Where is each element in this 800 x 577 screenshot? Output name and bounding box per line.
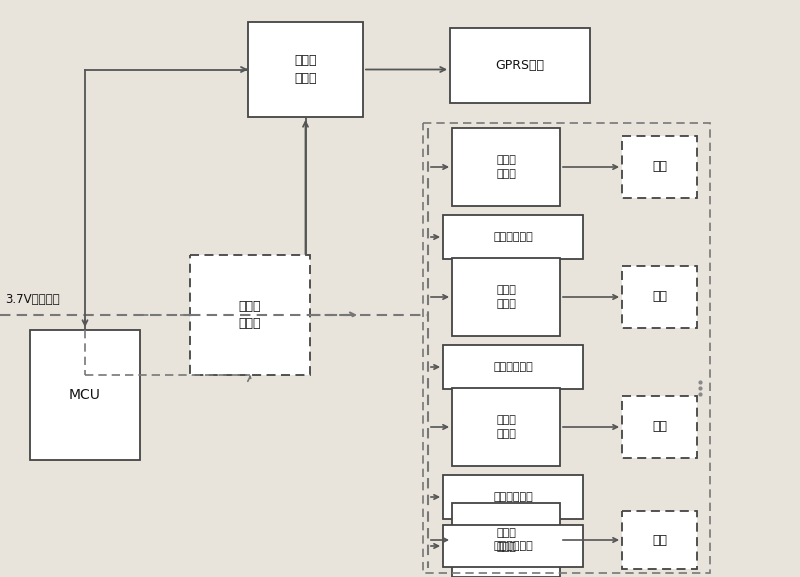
- Bar: [190, 255, 310, 375]
- Text: GPRS模块: GPRS模块: [495, 59, 545, 72]
- Text: 负载: 负载: [652, 534, 667, 546]
- Text: 隔离供电模块: 隔离供电模块: [493, 492, 533, 502]
- Bar: [443, 345, 583, 389]
- Text: 负载: 负载: [652, 421, 667, 433]
- Bar: [443, 475, 583, 519]
- Text: 第二稳
压电路: 第二稳 压电路: [496, 155, 516, 179]
- Text: 第二稳
压电路: 第二稳 压电路: [496, 529, 516, 552]
- Bar: [30, 330, 140, 460]
- Text: 3.7V供电电源: 3.7V供电电源: [5, 293, 60, 306]
- Text: 隔离供电模块: 隔离供电模块: [493, 232, 533, 242]
- Bar: [622, 136, 697, 198]
- Bar: [452, 128, 560, 206]
- Bar: [248, 22, 363, 117]
- Bar: [423, 123, 710, 573]
- Text: 第二稳
压电路: 第二稳 压电路: [496, 286, 516, 309]
- Text: MCU: MCU: [69, 388, 101, 402]
- Text: 负载: 负载: [652, 290, 667, 304]
- Bar: [622, 396, 697, 458]
- Bar: [622, 511, 697, 569]
- Text: 第一稳
压电路: 第一稳 压电路: [294, 54, 317, 84]
- Bar: [443, 525, 583, 567]
- Bar: [452, 388, 560, 466]
- Text: 隔离电
源模块: 隔离电 源模块: [238, 300, 262, 330]
- Bar: [450, 28, 590, 103]
- Text: 隔离供电模块: 隔离供电模块: [493, 362, 533, 372]
- Bar: [452, 258, 560, 336]
- Bar: [452, 503, 560, 577]
- Bar: [443, 215, 583, 259]
- Text: 第二稳
压电路: 第二稳 压电路: [496, 415, 516, 439]
- Text: 隔离供电模块: 隔离供电模块: [493, 541, 533, 551]
- Bar: [622, 266, 697, 328]
- Text: 负载: 负载: [652, 160, 667, 174]
